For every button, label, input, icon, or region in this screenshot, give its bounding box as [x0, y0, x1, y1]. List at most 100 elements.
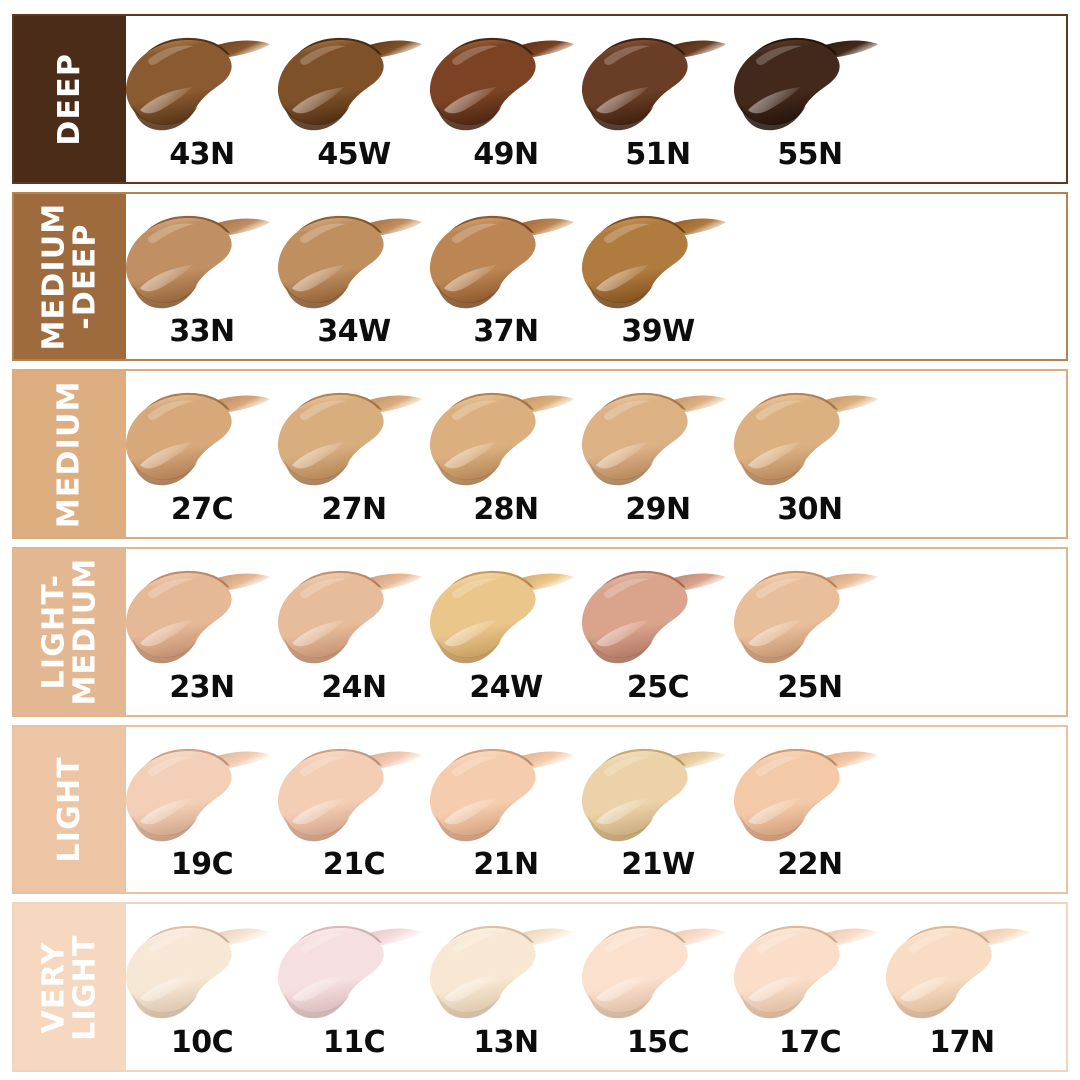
- shade-code-label: 23N: [169, 669, 235, 705]
- shade-swatch[interactable]: 29N: [581, 371, 734, 537]
- foundation-smear-icon: [568, 208, 743, 316]
- shade-code-label: 22N: [777, 847, 843, 883]
- shade-row-light-medium: LIGHT- MEDIUM: [12, 547, 1068, 717]
- foundation-smear-icon: [126, 563, 287, 671]
- row-category-sidebar-medium: MEDIUM: [14, 371, 126, 538]
- swatch-smear: [429, 926, 574, 1019]
- swatch-smear: [581, 215, 726, 308]
- swatch-smear: [733, 570, 878, 664]
- shade-swatch[interactable]: 45W: [277, 16, 430, 182]
- shade-code-label: 39W: [621, 314, 695, 350]
- swatch-smear: [126, 215, 270, 308]
- foundation-smear-icon: [126, 208, 287, 316]
- shade-code-label: 21N: [473, 847, 539, 883]
- row-category-label-line2: LIGHT: [66, 933, 102, 1041]
- shade-swatch[interactable]: 27C: [126, 371, 278, 537]
- row-category-label-line1: MEDIUM: [36, 202, 72, 351]
- row-category-label: LIGHT: [52, 756, 87, 862]
- shade-swatch[interactable]: 15C: [581, 904, 734, 1070]
- shade-swatch[interactable]: 24N: [277, 549, 430, 715]
- foundation-smear-icon: [720, 918, 895, 1026]
- shade-code-label: 15C: [626, 1025, 690, 1061]
- shade-swatch[interactable]: 27N: [277, 371, 430, 537]
- shade-swatch[interactable]: 21W: [581, 727, 734, 893]
- shade-swatch[interactable]: 13N: [429, 904, 582, 1070]
- row-category-label-line2: MEDIUM: [67, 557, 103, 706]
- row-swatch-track-light-medium: 23N: [126, 549, 1066, 715]
- shade-code-label: 13N: [473, 1025, 539, 1061]
- row-category-label-line1: LIGHT-: [36, 573, 72, 690]
- shade-swatch[interactable]: 49N: [429, 16, 582, 182]
- swatch-smear: [733, 393, 878, 486]
- swatch-smear: [733, 748, 878, 841]
- swatch-smear: [581, 37, 726, 131]
- foundation-smear-icon: [568, 918, 743, 1026]
- row-swatch-track-medium-deep: 33N: [126, 194, 1066, 360]
- swatch-smear: [126, 393, 270, 486]
- shade-code-label: 29N: [625, 492, 691, 528]
- shade-swatch[interactable]: 30N: [733, 371, 886, 537]
- shade-swatch[interactable]: 33N: [126, 194, 278, 360]
- shade-code-label: 55N: [777, 136, 843, 172]
- shade-swatch[interactable]: 43N: [126, 16, 278, 182]
- foundation-smear-icon: [416, 918, 591, 1026]
- shade-swatch[interactable]: 51N: [581, 16, 734, 182]
- foundation-smear-icon: [720, 385, 895, 493]
- shade-swatch[interactable]: 23N: [126, 549, 278, 715]
- shade-swatch[interactable]: 34W: [277, 194, 430, 360]
- row-swatch-track-medium: 27C: [126, 371, 1066, 537]
- foundation-smear-icon: [568, 30, 743, 138]
- shade-swatch[interactable]: 21C: [277, 727, 430, 893]
- swatch-smear: [277, 37, 422, 131]
- shade-code-label: 11C: [322, 1025, 386, 1061]
- foundation-smear-icon: [264, 385, 439, 493]
- shade-code-label: 33N: [169, 314, 235, 350]
- foundation-smear-icon: [720, 741, 895, 849]
- foundation-smear-icon: [126, 30, 287, 138]
- swatch-smear: [581, 393, 726, 486]
- shade-swatch[interactable]: 17C: [733, 904, 886, 1070]
- row-category-label: DEEP: [52, 52, 87, 145]
- shade-code-label: 10C: [170, 1025, 234, 1061]
- shade-swatch[interactable]: 39W: [581, 194, 734, 360]
- swatch-smear: [429, 570, 574, 664]
- shade-code-label: 51N: [625, 136, 691, 172]
- shade-code-label: 24W: [469, 669, 543, 705]
- shade-swatch[interactable]: 10C: [126, 904, 278, 1070]
- shade-code-label: 19C: [170, 847, 234, 883]
- row-category-label: LIGHT- MEDIUM: [36, 557, 103, 706]
- shade-code-label: 25N: [777, 669, 843, 705]
- shade-code-label: 27C: [170, 492, 234, 528]
- shade-row-medium: MEDIUM: [12, 369, 1068, 540]
- swatch-smear: [429, 393, 574, 486]
- shade-swatch[interactable]: 25N: [733, 549, 886, 715]
- shade-swatch[interactable]: 22N: [733, 727, 886, 893]
- row-category-label-line1: MEDIUM: [51, 380, 87, 529]
- row-category-sidebar-light: LIGHT: [14, 726, 126, 893]
- shade-swatch[interactable]: 11C: [277, 904, 430, 1070]
- shade-swatch[interactable]: 37N: [429, 194, 582, 360]
- foundation-smear-icon: [416, 563, 591, 671]
- foundation-smear-icon: [568, 385, 743, 493]
- shade-swatch[interactable]: 21N: [429, 727, 582, 893]
- shade-swatch[interactable]: 25C: [581, 549, 734, 715]
- shade-swatch[interactable]: 24W: [429, 549, 582, 715]
- foundation-smear-icon: [568, 741, 743, 849]
- foundation-smear-icon: [126, 385, 287, 493]
- shade-swatch[interactable]: 28N: [429, 371, 582, 537]
- swatch-smear: [126, 926, 270, 1019]
- foundation-smear-icon: [416, 741, 591, 849]
- foundation-smear-icon: [416, 30, 591, 138]
- shade-code-label: 43N: [169, 136, 235, 172]
- swatch-smear: [277, 570, 422, 664]
- shade-code-label: 21C: [322, 847, 386, 883]
- shade-code-label: 24N: [321, 669, 387, 705]
- swatch-smear: [277, 393, 422, 486]
- shade-swatch[interactable]: 55N: [733, 16, 886, 182]
- foundation-smear-icon: [264, 741, 439, 849]
- swatch-smear: [733, 926, 878, 1019]
- shade-swatch[interactable]: 19C: [126, 727, 278, 893]
- shade-code-label: 28N: [473, 492, 539, 528]
- row-swatch-track-very-light: 10C: [126, 904, 1066, 1070]
- shade-swatch[interactable]: 17N: [885, 904, 1038, 1070]
